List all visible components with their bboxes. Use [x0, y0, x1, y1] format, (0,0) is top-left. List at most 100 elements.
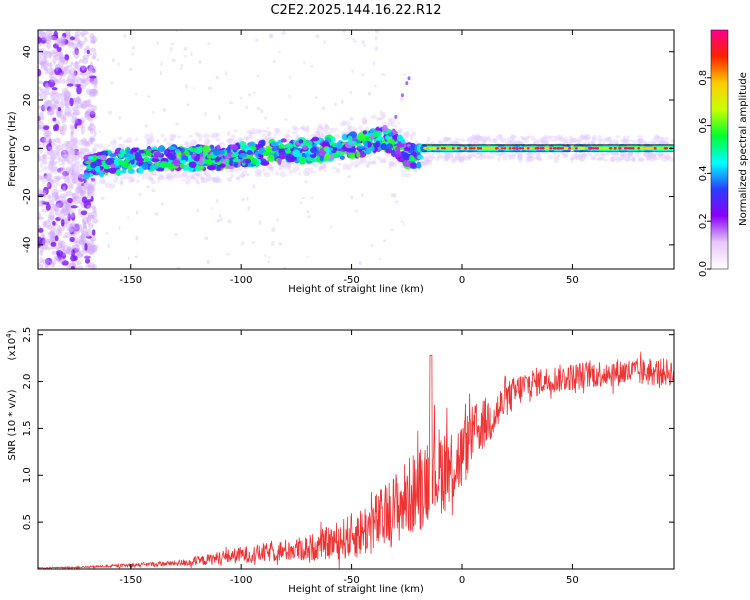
halo-blob [245, 136, 250, 141]
noise-blob [90, 80, 98, 85]
halo-blob [469, 139, 477, 143]
noise-blob [57, 157, 62, 161]
ridge-blob [339, 155, 345, 160]
halo-blob [498, 133, 503, 140]
y-tick-label: 40 [22, 45, 33, 58]
noise-blob [57, 211, 65, 220]
noise-blob [38, 86, 43, 91]
noise-blob [74, 99, 78, 108]
noise-blob [74, 151, 79, 156]
halo-blob [498, 153, 503, 158]
ridge-blob [168, 146, 176, 151]
halo-blob [425, 156, 429, 163]
noise-blob [72, 195, 81, 205]
noise-blob [51, 49, 58, 55]
halo-blob [655, 136, 663, 142]
halo-blob [332, 166, 337, 170]
noise-blob [65, 64, 73, 68]
noise-blob [87, 67, 92, 72]
band-peak [526, 147, 530, 150]
noise-blob [55, 200, 64, 208]
noise-blob [284, 118, 288, 121]
band-peak [609, 147, 613, 150]
halo-blob [642, 152, 647, 157]
halo-blob [72, 162, 77, 168]
noise-blob [334, 102, 337, 107]
halo-blob [129, 175, 133, 179]
halo-blob [637, 138, 642, 145]
noise-blob [91, 247, 98, 253]
ridge-blob [363, 140, 368, 148]
noise-blob [38, 236, 43, 245]
halo-blob [649, 153, 657, 158]
halo-blob [295, 134, 300, 137]
ridge-blob [265, 145, 273, 153]
halo-blob [85, 181, 90, 185]
halo-blob [44, 156, 52, 160]
noise-blob [52, 43, 60, 49]
halo-blob [314, 130, 320, 138]
noise-blob [67, 73, 76, 83]
noise-blob [86, 216, 91, 225]
halo-blob [279, 163, 287, 167]
noise-blob [70, 130, 74, 136]
halo-blob [158, 175, 166, 181]
noise-blob [91, 244, 98, 253]
noise-blob [72, 243, 80, 251]
noise-blob [278, 241, 283, 246]
noise-blob [38, 61, 46, 65]
noise-blob [88, 246, 95, 256]
noise-blob [79, 102, 83, 109]
halo-blob [191, 173, 195, 180]
halo-blob [582, 136, 590, 141]
halo-blob [292, 166, 298, 174]
halo-blob [470, 135, 477, 142]
band-peak [436, 147, 440, 150]
halo-blob [378, 117, 385, 120]
ridge-blob [278, 143, 285, 149]
halo-blob [212, 176, 216, 183]
noise-blob [342, 30, 346, 33]
halo-blob [342, 119, 347, 126]
noise-blob [71, 72, 78, 79]
noise-blob [60, 38, 69, 45]
halo-blob [86, 144, 92, 147]
noise-blob [74, 96, 82, 105]
halo-blob [215, 178, 222, 183]
ridge-blob [117, 169, 122, 174]
ridge-blob [213, 150, 221, 156]
ridge-blob [231, 153, 238, 158]
halo-blob [128, 179, 134, 184]
halo-blob [362, 118, 367, 125]
halo-blob [507, 139, 512, 145]
halo-blob [38, 156, 44, 161]
noise-blob [77, 173, 85, 183]
halo-blob [563, 140, 569, 144]
x-tick-label: 0 [459, 275, 465, 286]
halo-blob [458, 156, 465, 164]
noise-blob [186, 103, 191, 107]
ridge-blob [119, 148, 126, 155]
halo-blob [237, 137, 243, 142]
halo-blob [41, 175, 47, 179]
noise-blob [80, 226, 85, 236]
halo-blob [321, 161, 327, 168]
noise-blob [71, 170, 76, 178]
noise-blob [83, 221, 87, 230]
noise-blob [219, 217, 223, 221]
noise-blob [60, 52, 64, 61]
halo-blob [444, 153, 451, 160]
halo-blob [117, 144, 124, 147]
halo-blob [624, 156, 632, 162]
noise-blob [80, 30, 89, 36]
noise-blob [206, 259, 210, 265]
noise-blob [66, 159, 73, 165]
halo-blob [279, 171, 287, 178]
halo-blob [50, 170, 55, 175]
noise-blob [41, 154, 47, 159]
halo-blob [662, 137, 670, 141]
noise-blob [88, 80, 96, 85]
ridge-blob [292, 149, 301, 158]
noise-blob [87, 246, 95, 255]
ridge-blob [278, 152, 285, 160]
